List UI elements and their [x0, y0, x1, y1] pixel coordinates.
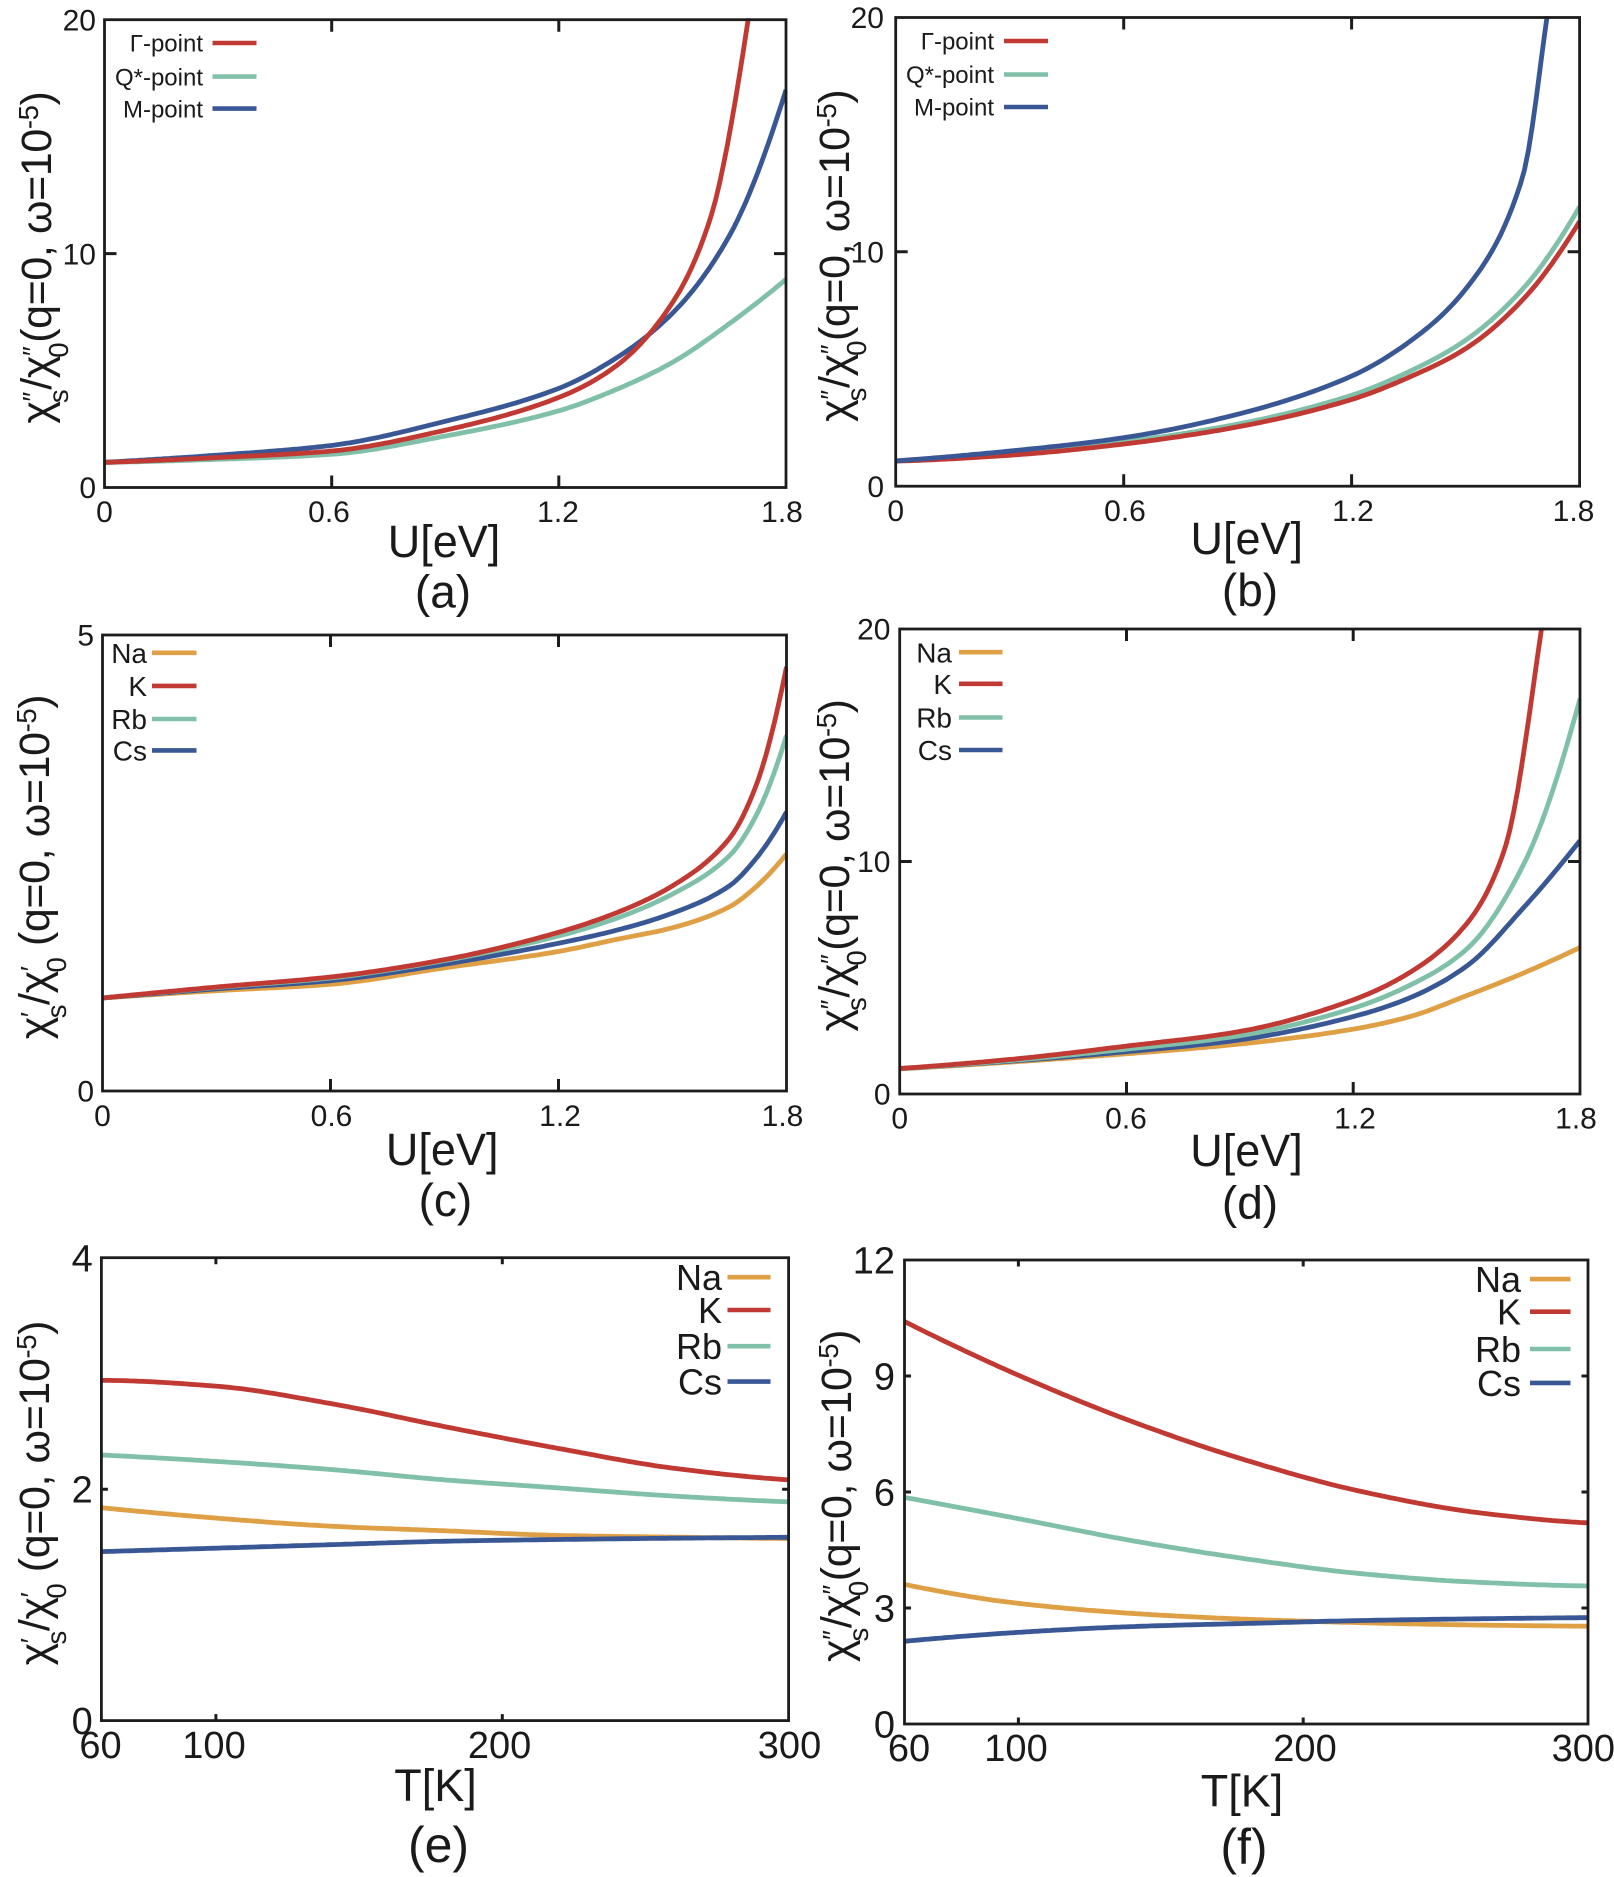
svg-text:M-point: M-point	[914, 95, 994, 122]
svg-text:1.2: 1.2	[539, 1100, 581, 1133]
svg-text:Rb: Rb	[1475, 1329, 1521, 1370]
svg-text:0: 0	[72, 1701, 93, 1743]
svg-text:Na: Na	[111, 638, 147, 669]
svg-text:χ″s/χ″0(q=0, ω=10-5): χ″s/χ″0(q=0, ω=10-5)	[811, 90, 872, 422]
svg-text:0.6: 0.6	[311, 1100, 353, 1133]
svg-text:Rb: Rb	[111, 704, 147, 735]
svg-text:0.6: 0.6	[308, 496, 350, 529]
svg-text:0: 0	[94, 1100, 111, 1133]
svg-text:(d): (d)	[1222, 1177, 1278, 1229]
svg-text:(b): (b)	[1222, 564, 1278, 616]
svg-text:10: 10	[857, 846, 890, 879]
svg-text:T[K]: T[K]	[394, 1760, 477, 1811]
svg-text:200: 200	[468, 1725, 531, 1767]
svg-text:Cs: Cs	[918, 735, 952, 766]
svg-text:0: 0	[79, 472, 96, 505]
svg-text:U[eV]: U[eV]	[386, 1124, 499, 1175]
svg-text:4: 4	[72, 1238, 93, 1280]
svg-text:(c): (c)	[419, 1174, 473, 1226]
svg-text:U[eV]: U[eV]	[1191, 513, 1304, 564]
svg-text:0.6: 0.6	[1104, 495, 1146, 528]
svg-text:0: 0	[891, 1103, 908, 1136]
svg-text:20: 20	[63, 4, 96, 37]
svg-text:(e): (e)	[408, 1817, 469, 1873]
svg-text:0.6: 0.6	[1105, 1103, 1147, 1136]
svg-text:0: 0	[96, 496, 113, 529]
svg-text:χ″s/χ″0(q=0, ω=10-5): χ″s/χ″0(q=0, ω=10-5)	[811, 699, 872, 1031]
svg-text:0: 0	[77, 1076, 94, 1109]
svg-text:K: K	[1497, 1292, 1521, 1333]
svg-text:U[eV]: U[eV]	[388, 516, 501, 567]
svg-text:60: 60	[888, 1728, 930, 1770]
svg-text:K: K	[128, 671, 147, 702]
svg-text:U[eV]: U[eV]	[1190, 1125, 1303, 1176]
svg-text:0: 0	[867, 471, 884, 504]
svg-text:6: 6	[874, 1473, 895, 1515]
svg-text:T[K]: T[K]	[1201, 1766, 1284, 1817]
svg-text:Γ-point: Γ-point	[130, 31, 204, 58]
svg-text:1.8: 1.8	[1555, 1103, 1597, 1136]
svg-text:Rb: Rb	[676, 1326, 722, 1367]
svg-text:K: K	[933, 669, 952, 700]
svg-text:1.2: 1.2	[537, 496, 579, 529]
svg-text:0: 0	[874, 1079, 891, 1112]
svg-text:(f): (f)	[1220, 1819, 1267, 1875]
svg-text:(a): (a)	[415, 566, 471, 618]
svg-text:300: 300	[1552, 1728, 1614, 1770]
svg-text:10: 10	[63, 238, 96, 271]
svg-text:100: 100	[984, 1728, 1047, 1770]
svg-text:1.2: 1.2	[1332, 495, 1374, 528]
svg-text:Na: Na	[676, 1257, 723, 1298]
svg-text:χ′s/χ′0 (q=0, ω=10-5): χ′s/χ′0 (q=0, ω=10-5)	[11, 1321, 72, 1665]
svg-text:20: 20	[851, 2, 884, 35]
svg-text:2: 2	[72, 1470, 93, 1512]
svg-text:12: 12	[853, 1241, 895, 1283]
svg-text:χ′s/χ′0 (q=0, ω=10-5): χ′s/χ′0 (q=0, ω=10-5)	[11, 695, 72, 1039]
svg-text:300: 300	[758, 1725, 821, 1767]
svg-text:Q*-point: Q*-point	[115, 64, 203, 91]
svg-text:Cs: Cs	[1477, 1363, 1521, 1404]
svg-text:9: 9	[874, 1357, 895, 1399]
svg-text:1.8: 1.8	[762, 1100, 804, 1133]
svg-text:1.8: 1.8	[1553, 495, 1595, 528]
svg-text:χ″s/χ″0(q=0, ω=10-5): χ″s/χ″0(q=0, ω=10-5)	[13, 92, 74, 424]
svg-text:200: 200	[1273, 1728, 1336, 1770]
svg-text:10: 10	[851, 237, 884, 270]
svg-text:Cs: Cs	[678, 1362, 722, 1403]
svg-text:Cs: Cs	[113, 736, 147, 767]
svg-text:1.2: 1.2	[1334, 1103, 1376, 1136]
svg-text:0: 0	[887, 495, 904, 528]
svg-text:Na: Na	[916, 637, 952, 668]
svg-text:0: 0	[874, 1705, 895, 1747]
svg-text:60: 60	[79, 1725, 121, 1767]
svg-text:100: 100	[182, 1725, 245, 1767]
svg-text:Γ-point: Γ-point	[921, 29, 995, 56]
svg-text:Q*-point: Q*-point	[906, 62, 994, 89]
svg-text:χ″s/χ″0(q=0, ω=10-5): χ″s/χ″0(q=0, ω=10-5)	[813, 1330, 874, 1662]
svg-text:3: 3	[874, 1589, 895, 1631]
svg-text:20: 20	[857, 614, 890, 647]
svg-text:1.8: 1.8	[761, 496, 803, 529]
svg-text:Rb: Rb	[916, 703, 952, 734]
svg-text:5: 5	[77, 620, 94, 653]
svg-text:K: K	[698, 1290, 722, 1331]
svg-text:M-point: M-point	[123, 96, 203, 123]
svg-text:Na: Na	[1475, 1259, 1522, 1300]
